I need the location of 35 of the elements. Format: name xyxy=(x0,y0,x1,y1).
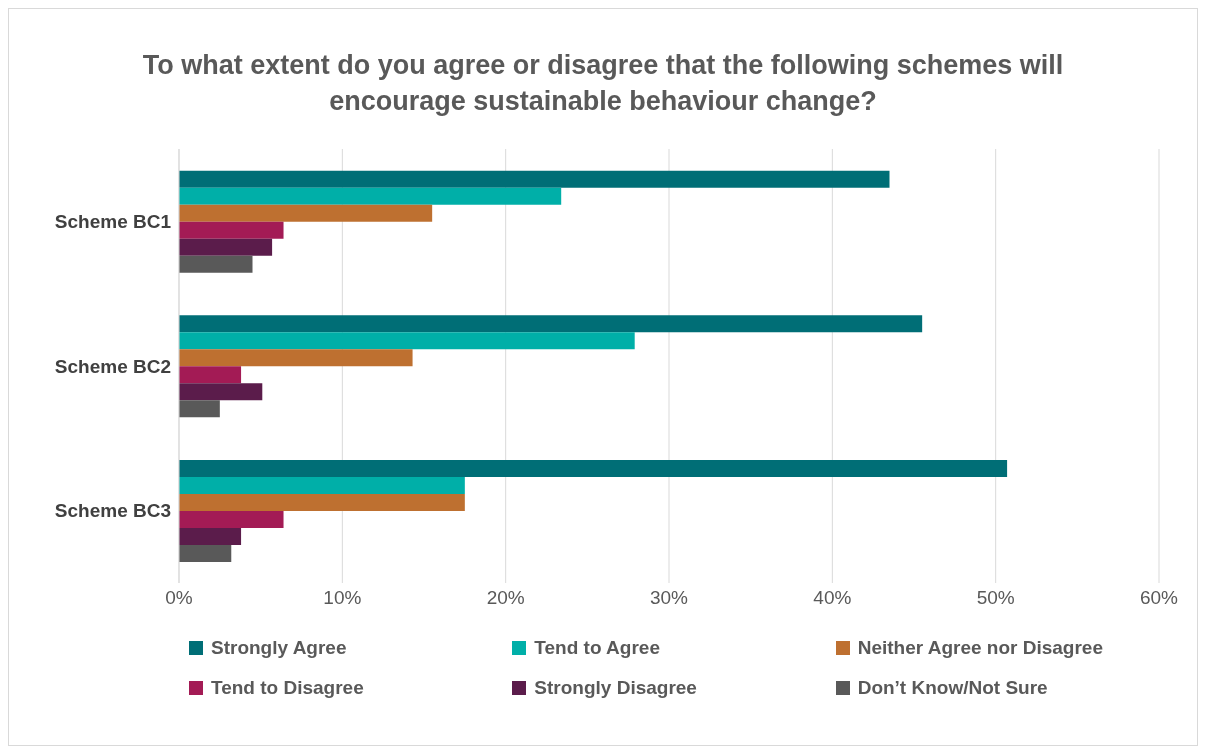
legend-label: Strongly Agree xyxy=(211,637,347,659)
bar xyxy=(179,494,465,512)
bar xyxy=(179,221,284,239)
bar xyxy=(179,332,635,350)
bar xyxy=(179,477,465,495)
x-tick-label: 20% xyxy=(486,587,525,609)
x-tick-label: 60% xyxy=(1139,587,1179,609)
bar xyxy=(179,315,923,333)
bar xyxy=(179,204,433,222)
bar xyxy=(179,511,284,529)
legend-label: Neither Agree nor Disagree xyxy=(857,637,1103,659)
bar xyxy=(179,400,220,418)
y-tick-label: Scheme BC2 xyxy=(54,355,171,377)
bar xyxy=(179,255,253,273)
bar xyxy=(179,187,562,205)
legend-label: Tend to Agree xyxy=(534,637,660,659)
y-tick-label: Scheme BC3 xyxy=(54,500,171,522)
bar xyxy=(179,460,1008,478)
legend-label: Don’t Know/Not Sure xyxy=(857,677,1048,699)
bar xyxy=(179,349,413,367)
bar xyxy=(179,383,263,401)
chart-title: To what extent do you agree or disagree that the following schemes will encourage sustainable behaviour change? xyxy=(141,49,1065,118)
y-tick-label: Scheme BC1 xyxy=(54,211,172,233)
x-tick-label: 40% xyxy=(813,587,852,609)
x-tick-label: 30% xyxy=(649,587,689,609)
bar xyxy=(179,366,242,384)
legend-label: Tend to Disagree xyxy=(211,677,364,699)
bar xyxy=(179,528,242,546)
bar xyxy=(179,545,232,563)
legend-label: Strongly Disagree xyxy=(534,677,697,699)
bar xyxy=(179,238,273,256)
x-tick-label: 50% xyxy=(976,587,1015,609)
x-tick-label: 10% xyxy=(323,587,362,609)
x-tick-label: 0% xyxy=(165,587,193,609)
bar xyxy=(179,170,890,188)
